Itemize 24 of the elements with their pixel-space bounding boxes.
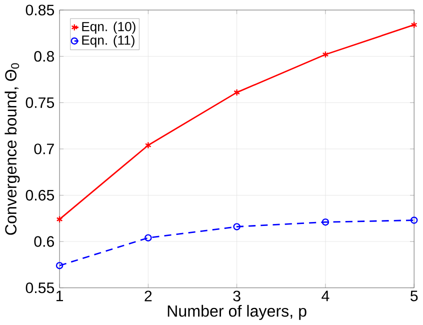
point	[322, 51, 329, 58]
x-axis-title: Number of layers, p	[168, 305, 306, 320]
y-tick-label: 0.6	[34, 236, 54, 248]
point	[322, 218, 330, 226]
point	[144, 142, 152, 150]
y-axis-title: Convergence bound, Θ$_{0}$	[4, 63, 20, 235]
point	[234, 89, 240, 96]
legend-label: Eqn. (10)	[82, 22, 136, 34]
legend-label: Eqn. (11)	[82, 35, 134, 48]
point	[144, 234, 152, 242]
point	[233, 223, 240, 231]
point	[410, 216, 418, 224]
x-tick-label: 4	[322, 290, 330, 302]
point	[56, 262, 64, 270]
y-tick-label: 0.8	[34, 51, 54, 62]
y-tick-label: 0.65	[26, 190, 54, 201]
y-tick-label: 0.55	[26, 282, 54, 294]
x-tick-label: 3	[233, 290, 240, 302]
x-tick-label: 1	[56, 290, 63, 302]
y-tick-label: 0.75	[26, 97, 54, 108]
x-tick-label: 5	[410, 290, 418, 302]
y-tick-label: 0.85	[26, 4, 54, 16]
x-tick-label: 2	[144, 290, 152, 302]
y-tick-label: 0.7	[34, 144, 54, 154]
